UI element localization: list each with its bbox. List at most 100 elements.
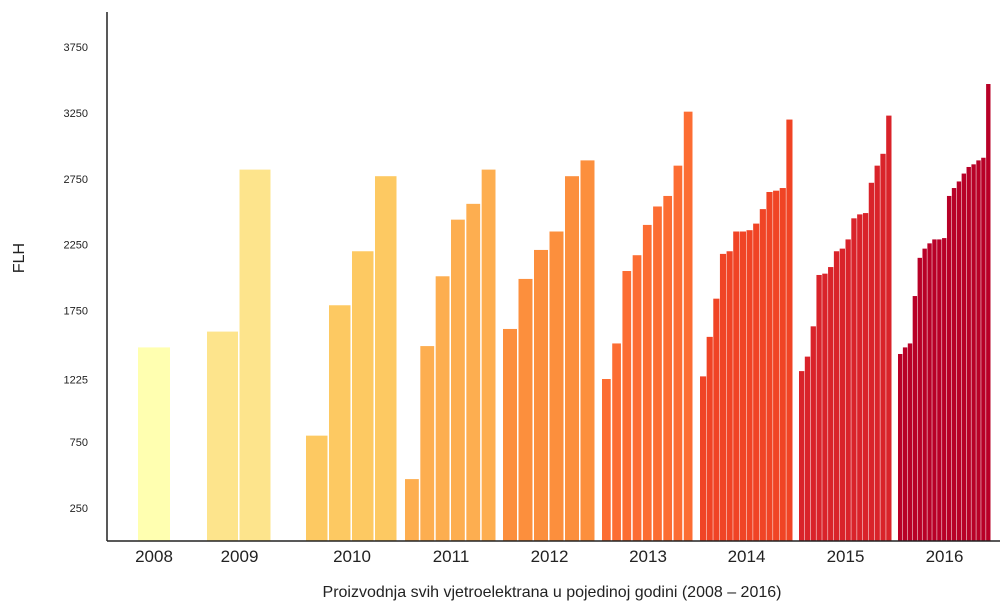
bar-2016-4 (912, 296, 918, 541)
bar-2011-4 (451, 219, 465, 541)
bar-2013-1 (602, 379, 611, 541)
bar-2013-2 (612, 343, 621, 541)
bar-2016-15 (966, 166, 971, 541)
bar-2013-5 (642, 224, 652, 542)
bar-2011-3 (435, 276, 450, 541)
bar-2010-2 (329, 305, 351, 541)
bar-2016-19 (986, 84, 991, 541)
bar-2012-4 (549, 231, 564, 541)
x-tick-label-2009: 2009 (221, 547, 259, 566)
bar-2008-1 (138, 347, 170, 541)
bar-2015-1 (799, 371, 805, 541)
bar-2015-9 (845, 239, 851, 541)
bar-2016-1 (898, 353, 903, 541)
x-tick-label-2013: 2013 (629, 547, 667, 566)
bar-2015-16 (886, 115, 892, 542)
bar-2014-2 (706, 336, 713, 541)
bar-2015-12 (862, 213, 869, 541)
bar-2012-5 (565, 176, 579, 541)
bar-2014-8 (746, 230, 753, 541)
bar-2015-2 (804, 356, 811, 541)
bar-2016-9 (937, 239, 942, 541)
y-tick-label-250: 250 (70, 503, 88, 515)
bar-2016-2 (902, 347, 908, 541)
bar-2009-1 (207, 331, 238, 541)
bar-2009-2 (239, 169, 271, 542)
bar-2014-11 (766, 191, 773, 542)
bar-2011-6 (481, 169, 496, 542)
bar-2016-13 (956, 181, 962, 541)
y-axis-label: FLH (11, 243, 28, 273)
x-tick-label-2012: 2012 (531, 547, 569, 566)
bar-2010-3 (352, 251, 374, 541)
bar-2011-5 (466, 203, 481, 541)
x-tick-label-2015: 2015 (827, 547, 865, 566)
bar-2015-6 (828, 267, 834, 541)
bar-2014-12 (773, 190, 780, 541)
bar-2013-7 (663, 195, 673, 541)
bar-2016-12 (951, 188, 957, 542)
bar-2016-17 (976, 160, 981, 541)
x-tick-label-2011: 2011 (433, 547, 470, 566)
bar-2010-4 (375, 176, 397, 541)
y-tick-label-1225: 1225 (64, 375, 88, 387)
bar-2010-1 (306, 435, 328, 541)
bar-2013-9 (683, 111, 693, 541)
y-tick-label-1750: 1750 (64, 306, 88, 318)
bar-2011-2 (420, 346, 435, 541)
y-tick-label-750: 750 (70, 437, 88, 449)
y-tick-label-2750: 2750 (64, 174, 88, 186)
bar-2015-4 (816, 274, 822, 541)
bar-2016-8 (932, 239, 937, 541)
bar-2013-4 (632, 255, 642, 541)
bar-2015-15 (880, 153, 886, 542)
bar-2014-9 (753, 223, 760, 541)
bar-2016-11 (946, 195, 952, 541)
x-tick-label-2016: 2016 (926, 547, 964, 566)
x-axis-label: Proizvodnja svih vjetroelektrana u pojed… (323, 584, 782, 601)
bar-2016-18 (981, 157, 986, 541)
y-tick-label-3250: 3250 (64, 108, 88, 120)
bar-2014-1 (700, 376, 707, 542)
bar-2014-5 (726, 251, 733, 541)
bar-2012-2 (518, 278, 533, 541)
bar-2012-1 (503, 328, 517, 541)
bar-2013-3 (622, 271, 632, 541)
x-tick-label-2008: 2008 (135, 547, 173, 566)
bar-2016-16 (971, 164, 976, 541)
x-tick-label-2014: 2014 (728, 547, 766, 566)
bar-2016-7 (927, 243, 932, 542)
bar-2016-5 (917, 257, 922, 541)
bar-2015-8 (839, 248, 845, 541)
bar-2014-10 (759, 209, 766, 541)
bars-layer (138, 84, 991, 542)
y-tick-labels: 250 750 1225 1750 2250 2750 3250 3750 (64, 42, 88, 515)
bar-2016-14 (961, 173, 967, 541)
bar-2015-14 (874, 165, 880, 541)
y-tick-label-3750: 3750 (64, 42, 88, 54)
bar-2014-4 (719, 253, 727, 541)
bar-2013-6 (653, 206, 662, 542)
bar-2015-3 (810, 326, 816, 541)
bar-2014-6 (733, 231, 740, 541)
bar-2015-13 (868, 182, 875, 541)
x-tick-label-2010: 2010 (333, 547, 371, 566)
bar-2016-3 (907, 343, 913, 541)
bar-2015-7 (833, 251, 840, 541)
y-tick-label-2250: 2250 (64, 240, 88, 252)
bar-2014-3 (713, 298, 720, 541)
bar-2014-7 (739, 231, 746, 541)
bar-2014-13 (779, 188, 786, 542)
bar-2011-1 (405, 479, 419, 541)
bar-2014-14 (786, 119, 793, 541)
bar-2015-5 (822, 273, 828, 541)
bar-2016-10 (942, 238, 947, 541)
bar-2013-8 (673, 165, 683, 541)
x-tick-labels: 2008 2009 2010 2011 2012 2013 2014 2015 2016 (135, 547, 963, 566)
bar-2015-11 (857, 214, 863, 541)
bar-2012-6 (580, 160, 595, 541)
bar-2016-6 (922, 248, 927, 541)
bar-2012-3 (534, 249, 548, 541)
bar-2015-10 (851, 218, 857, 541)
